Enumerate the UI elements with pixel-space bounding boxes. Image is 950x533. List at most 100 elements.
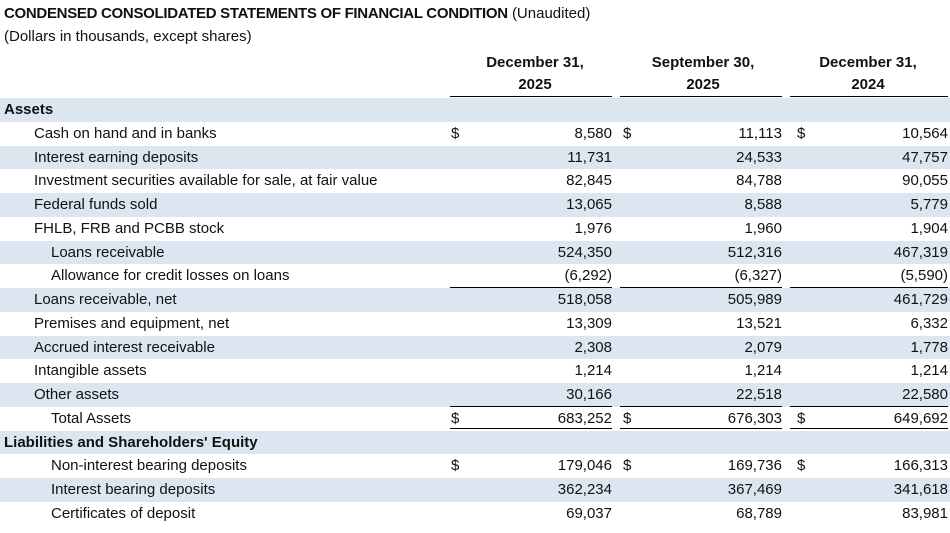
section-label: Assets [4,101,54,118]
row-label: Loans receivable, net [34,291,177,308]
cell-value: (6,292) [564,267,612,285]
currency-symbol: $ [623,457,632,475]
cell-value: 1,976 [574,219,612,237]
cell-value: 5,779 [910,196,948,213]
table-row: Certificates of deposit 69,037 68,789 83,98… [0,502,950,526]
column-header-line2: 2025 [686,76,720,93]
cell-value: 1,214 [910,362,948,380]
cell-value: (6,327) [734,267,782,285]
cell-value: 524,350 [557,243,612,261]
row-label: Federal funds sold [34,196,158,213]
section-header-row: Liabilities and Shareholders' Equity [0,430,950,455]
cell-value: 47,757 [902,148,948,166]
cell-value: 461,729 [893,291,948,308]
cell-value: 505,989 [727,291,782,308]
currency-symbol: $ [623,409,632,427]
statement-subtitle: (Dollars in thousands, except shares) [4,28,252,45]
statement-title-main: CONDENSED CONSOLIDATED STATEMENTS OF FIN… [4,5,508,22]
row-label: Other assets [34,386,120,403]
cell-value: 82,845 [566,172,612,190]
cell-value: 1,214 [744,362,782,380]
subtotal-rule [790,287,948,289]
row-label: Total Assets [51,409,132,427]
column-header-line1: December 31, [819,54,917,71]
table-row: Total Assets $683,252 $676,303 $649,692 [0,407,950,432]
cell-value: 362,234 [557,481,612,498]
column-header-sep-2025: September 30, 2025 [618,52,788,96]
cell-value: 11,113 [738,124,782,142]
subtotal-rule [790,406,948,407]
cell-value: 512,316 [727,243,782,261]
cell-value: 1,214 [574,362,612,380]
cell-value: 13,309 [566,314,612,332]
column-header-line1: December 31, [486,54,584,71]
cell-value: 22,580 [902,386,948,403]
cell-value: 30,166 [566,386,612,403]
cell-value: 341,618 [893,481,948,498]
table-row: Accrued interest receivable 2,308 2,079 1,7… [0,335,950,360]
cell-value: 467,319 [893,243,948,261]
row-label: Investment securities available for sale… [34,172,378,190]
row-label: Intangible assets [34,362,147,380]
section-header-row: Assets [0,98,950,122]
currency-symbol: $ [797,457,806,475]
cell-value: 22,518 [736,386,782,403]
row-label: Premises and equipment, net [34,314,230,332]
cell-value: 83,981 [902,504,948,522]
statement-table: Assets Cash on hand and in banks $8,580 $11… [0,98,950,526]
currency-symbol: $ [797,409,806,427]
cell-value: 13,521 [736,314,782,332]
row-label: Loans receivable [51,243,165,261]
currency-symbol: $ [451,409,460,427]
section-label: Liabilities and Shareholders' Equity [4,433,258,451]
row-label: Cash on hand and in banks [34,124,217,142]
currency-symbol: $ [451,457,460,475]
row-label: Non-interest bearing deposits [51,457,247,475]
currency-symbol: $ [451,124,460,142]
table-row: Other assets 30,166 22,518 22,580 [0,383,950,407]
table-row: Federal funds sold 13,065 8,588 5,779 [0,193,950,217]
currency-symbol: $ [623,124,632,142]
cell-value: 518,058 [557,291,612,308]
cell-value: 367,469 [727,481,782,498]
column-header-line2: 2024 [851,76,885,93]
cell-value: 676,303 [727,409,782,427]
cell-value: 90,055 [902,172,948,190]
table-row: Interest bearing deposits 362,234 367,469 3… [0,478,950,502]
row-label: Certificates of deposit [51,504,196,522]
cell-value: 8,588 [744,196,782,213]
table-row: Loans receivable, net 518,058 505,989 461,7… [0,288,950,312]
cell-value: 84,788 [736,172,782,190]
cell-value: 683,252 [557,409,612,427]
cell-value: 1,960 [744,219,782,237]
cell-value: 179,046 [557,457,612,475]
column-header-rule [620,96,782,97]
row-label: Interest earning deposits [34,148,199,166]
cell-value: 8,580 [574,124,612,142]
table-row: Interest earning deposits 11,731 24,533 47,… [0,145,950,170]
subtotal-rule [450,406,612,407]
table-row: Loans receivable 524,350 512,316 467,319 [0,240,950,265]
table-row: Cash on hand and in banks $8,580 $11,113 $1… [0,122,950,146]
cell-value: 13,065 [566,196,612,213]
currency-symbol: $ [797,124,806,142]
column-header-line2: 2025 [518,76,552,93]
table-row: Allowance for credit losses on loans (6,2… [0,264,950,289]
column-header-rule [790,96,948,97]
row-label: FHLB, FRB and PCBB stock [34,219,225,237]
subtotal-rule [620,287,782,289]
cell-value: 24,533 [736,148,782,166]
table-row: Premises and equipment, net 13,309 13,521 6… [0,312,950,336]
statement-title-suffix: (Unaudited) [511,5,591,22]
cell-value: 2,079 [744,338,782,356]
column-header-rule [450,96,612,97]
table-row: Intangible assets 1,214 1,214 1,214 [0,359,950,383]
cell-value: 68,789 [736,504,782,522]
cell-value: 69,037 [566,504,612,522]
table-row: FHLB, FRB and PCBB stock 1,976 1,960 1,904 [0,217,950,241]
column-header-dec-2025: December 31, 2025 [450,52,620,96]
cell-value: 169,736 [727,457,782,475]
cell-value: 1,904 [910,219,948,237]
cell-value: (5,590) [900,267,948,285]
row-label: Interest bearing deposits [51,481,216,498]
